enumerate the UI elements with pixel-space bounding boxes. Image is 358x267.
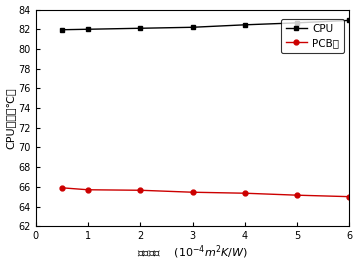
Line: CPU: CPU — [59, 18, 352, 32]
CPU — [138, 27, 142, 30]
Line: PCB板: PCB板 — [59, 185, 352, 199]
Y-axis label: CPU温度（℃）: CPU温度（℃） — [6, 87, 15, 149]
PCB板 — [190, 191, 195, 194]
X-axis label: 界面热阻    $(10^{-4}m^2K/W)$: 界面热阻 $(10^{-4}m^2K/W)$ — [137, 244, 248, 261]
PCB板 — [243, 192, 247, 195]
CPU — [347, 19, 352, 22]
PCB板 — [347, 195, 352, 198]
PCB板 — [138, 189, 142, 192]
PCB板 — [295, 194, 299, 197]
CPU — [60, 28, 64, 31]
CPU — [190, 26, 195, 29]
Legend: CPU, PCB板: CPU, PCB板 — [281, 19, 344, 53]
CPU — [86, 28, 90, 31]
CPU — [243, 23, 247, 26]
CPU — [295, 21, 299, 25]
PCB板 — [86, 188, 90, 191]
PCB板 — [60, 186, 64, 189]
